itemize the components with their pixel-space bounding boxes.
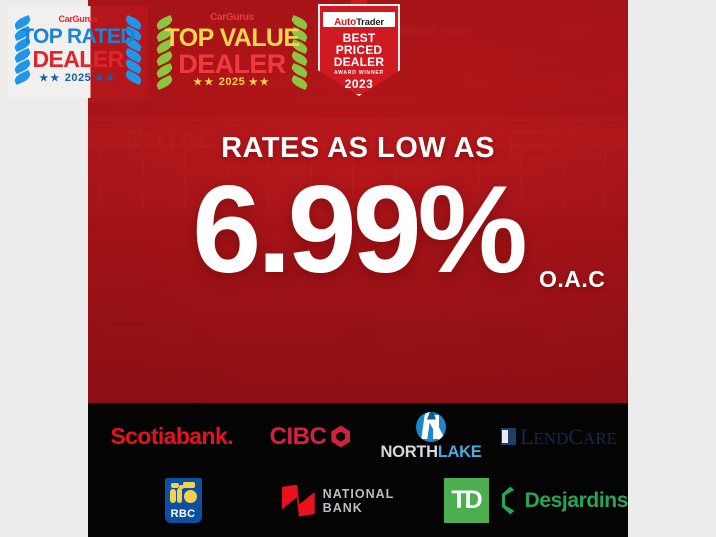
lender-row-1: Scotiabank . CIBC NORTHLAKE <box>88 403 628 470</box>
badge-line-1: TOP VALUE <box>164 24 301 52</box>
badge-stars-right: ★★ <box>94 73 117 84</box>
lender-logo-desjardins[interactable]: Desjardins <box>502 467 628 534</box>
lender-logo-rbc[interactable]: RBC <box>108 467 258 534</box>
td-square-icon: TD <box>443 478 489 523</box>
desjardins-hex-icon <box>502 486 519 515</box>
lender-logo-northlake[interactable]: NORTHLAKE <box>370 403 492 470</box>
national-bank-wordmark: NATIONAL BANK <box>323 487 395 515</box>
badge-line-2: PRICED <box>335 43 383 57</box>
award-winner-label: AWARD WINNER <box>334 70 384 76</box>
badge-stars-right: ★★ <box>248 77 271 88</box>
northlake-wordmark: NORTHLAKE <box>381 443 482 462</box>
badge-line-1: TOP RATED <box>21 25 135 48</box>
rbc-wordmark: RBC <box>170 508 196 520</box>
rbc-crest-icon <box>169 481 198 506</box>
national-word-bank: BANK <box>322 500 363 515</box>
scotiabank-wordmark: Scotiabank <box>110 423 228 449</box>
badge-line-1: BEST <box>342 31 376 45</box>
cargurus-brandmark: CarGurus <box>58 14 98 24</box>
autotrader-suffix: Trader <box>356 17 384 28</box>
national-word-national: NATIONAL <box>322 486 395 501</box>
lendcare-cap-c: C <box>568 423 584 449</box>
award-badges-row: CarGurus TOP RATED DEALER ★★ 2025 ★★ Car… <box>0 0 716 104</box>
cibc-diamond-icon <box>331 425 351 448</box>
desjardins-wordmark: Desjardins <box>524 488 628 512</box>
rbc-shield-icon: RBC <box>164 478 202 523</box>
cargurus-brandmark: CarGurus <box>210 12 254 23</box>
badge-stars-left: ★★ <box>193 77 216 88</box>
national-bank-flag-icon <box>281 484 315 517</box>
lender-logo-scotiabank[interactable]: Scotiabank . <box>94 403 250 470</box>
badge-stars-left: ★★ <box>39 73 62 84</box>
badge-cargurus-top-rated-dealer[interactable]: CarGurus TOP RATED DEALER ★★ 2025 ★★ <box>8 6 148 98</box>
autotrader-prefix: Auto <box>334 17 357 28</box>
badge-year-row: ★★ 2025 ★★ <box>8 72 148 84</box>
badge-year-row: ★★ 2025 ★★ <box>152 76 312 88</box>
lendcare-are: ARE <box>583 428 618 448</box>
lender-logo-strip: Scotiabank . CIBC NORTHLAKE <box>88 403 628 537</box>
badge-year: 2025 <box>218 76 246 88</box>
promo-headline: RATES AS LOW AS <box>221 132 495 164</box>
lender-logo-lendcare[interactable]: LENDCARE <box>492 403 626 470</box>
lender-logo-cibc[interactable]: CIBC <box>250 403 370 470</box>
northlake-word-lake: LAKE <box>437 442 482 461</box>
cibc-wordmark: CIBC <box>269 422 327 450</box>
rate-wrapper: 6.99% <box>88 168 628 292</box>
northlake-word-north: NORTH <box>380 442 438 461</box>
badge-line-2: DEALER <box>32 46 125 72</box>
lendcare-mark-icon <box>500 428 516 445</box>
badge-line-3: DEALER <box>333 55 385 69</box>
lender-logo-td[interactable]: TD <box>418 467 514 534</box>
lendcare-end: END <box>533 428 569 448</box>
rate-value: 6.99% <box>192 161 528 299</box>
badge-line-2: DEALER <box>178 49 286 79</box>
lendcare-wordmark: LENDCARE <box>520 424 617 450</box>
rate-disclaimer: O.A.C <box>539 266 606 292</box>
scotiabank-period: . <box>227 423 234 449</box>
lender-logo-national-bank[interactable]: NATIONAL BANK <box>258 467 418 534</box>
badge-year: 2023 <box>344 77 374 91</box>
badge-year: 2025 <box>64 72 92 84</box>
td-wordmark: TD <box>451 486 482 514</box>
autotrader-brandmark: AutoTrader <box>323 12 395 28</box>
lender-row-2: RBC NATIONAL BANK TD <box>88 467 628 534</box>
badge-autotrader-best-priced-dealer[interactable]: AutoTrader BEST PRICED DEALER AWARD WINN… <box>318 0 400 98</box>
lendcare-cap-l: L <box>519 423 534 449</box>
compass-icon <box>416 411 446 442</box>
badge-cargurus-top-value-dealer[interactable]: CarGurus TOP VALUE DEALER ★★ 2025 ★★ <box>152 4 312 100</box>
